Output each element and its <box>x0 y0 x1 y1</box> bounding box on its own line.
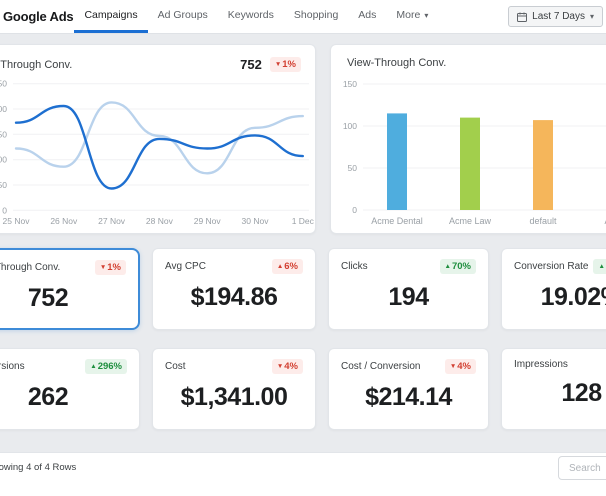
bar-chart: 0 50 100 150 Acme Dental Acme Law default Acme <box>343 79 606 226</box>
line-chart-delta-badge: ▼1% <box>269 57 301 72</box>
kpi-card-impressions[interactable]: Impressions 128 <box>501 348 606 430</box>
kpi-label: Avg CPC <box>165 261 206 272</box>
tab-keywords[interactable]: Keywords <box>227 9 274 21</box>
kpi-value: $214.14 <box>365 383 452 411</box>
kpi-card-avg-cpc[interactable]: Avg CPC ▲6% $194.86 <box>152 248 316 330</box>
kpi-value: $1,341.00 <box>180 383 288 411</box>
table-panel: Showing 4 of 4 Rows CAMPAIGNVIEW-THRO...… <box>0 452 606 496</box>
kpi-delta-badge: ▼4% <box>271 359 303 374</box>
svg-text:Acme: Acme <box>604 216 606 226</box>
search-input[interactable] <box>558 456 606 480</box>
trend-down-icon: ▼ <box>276 363 284 370</box>
svg-text:default: default <box>529 216 557 226</box>
chevron-down-icon: ▾ <box>424 10 429 20</box>
svg-text:50: 50 <box>0 180 7 190</box>
kpi-delta-badge: ▼1% <box>94 260 126 275</box>
line-chart-title: View-Through Conv. <box>0 58 73 71</box>
line-chart-total: 752 <box>240 57 262 72</box>
trend-up-icon: ▲ <box>444 263 451 270</box>
kpi-card-conversions[interactable]: Conversions ▲296% 262 <box>0 348 140 430</box>
nav-tabs: Campaigns Ad Groups Keywords Shopping Ads Mor… <box>74 0 438 33</box>
kpi-value: 128 <box>561 379 602 407</box>
tab-campaigns[interactable]: Campaigns <box>74 0 148 33</box>
svg-text:200: 200 <box>0 104 7 114</box>
kpi-card-cost-conversion[interactable]: Cost / Conversion ▼4% $214.14 <box>328 348 489 430</box>
trend-down-icon: ▼ <box>274 61 282 68</box>
svg-text:0: 0 <box>352 205 357 215</box>
line-chart-card: View-Through Conv. 752 ▼1% 0 50 100 150 200 2… <box>0 44 316 234</box>
kpi-label: Cost / Conversion <box>341 361 421 372</box>
svg-text:30 Nov: 30 Nov <box>242 216 270 226</box>
kpi-label: Impressions <box>514 359 568 370</box>
kpi-delta-badge: ▲70% <box>439 259 476 274</box>
svg-text:27 Nov: 27 Nov <box>98 216 126 226</box>
kpi-delta-badge: ▲296% <box>85 359 127 374</box>
svg-text:150: 150 <box>0 129 7 139</box>
kpi-value: $194.86 <box>190 283 278 311</box>
trend-down-icon: ▼ <box>99 264 107 271</box>
tab-shopping[interactable]: Shopping <box>293 9 339 21</box>
trend-down-icon: ▼ <box>449 363 457 370</box>
kpi-value: 19.02% <box>540 283 606 311</box>
trend-up-icon: ▲ <box>276 263 284 270</box>
top-nav: Google Ads Campaigns Ad Groups Keywords Sho… <box>0 0 606 34</box>
kpi-value: 262 <box>27 383 69 411</box>
svg-text:100: 100 <box>0 155 7 165</box>
kpi-delta-badge: ▲6% <box>271 259 303 274</box>
kpi-delta-badge: ▲4% <box>593 259 606 274</box>
date-range-button[interactable]: Last 7 Days ▾ <box>508 6 603 27</box>
svg-text:29 Nov: 29 Nov <box>194 216 222 226</box>
svg-text:150: 150 <box>343 79 357 89</box>
bar-chart-card: View-Through Conv. 0 50 100 150 Acme Dental A… <box>330 44 606 234</box>
line-chart: 0 50 100 150 200 250 25 Nov 26 Nov 27 Nov 28 Nov 2… <box>0 79 315 226</box>
kpi-value: 194 <box>388 283 429 311</box>
svg-text:26 Nov: 26 Nov <box>50 216 78 226</box>
kpi-card-clicks[interactable]: Clicks ▲70% 194 <box>328 248 489 330</box>
svg-text:250: 250 <box>0 79 7 89</box>
trend-up-icon: ▲ <box>90 363 97 370</box>
svg-text:Acme Law: Acme Law <box>449 216 492 226</box>
kpi-label: Conversions <box>0 361 25 372</box>
trend-up-icon: ▲ <box>598 263 605 270</box>
kpi-card-view-through-conv[interactable]: View-Through Conv. ▼1% 752 <box>0 248 140 330</box>
svg-text:100: 100 <box>343 121 357 131</box>
bar-chart-title: View-Through Conv. <box>347 57 447 69</box>
svg-text:50: 50 <box>348 163 358 173</box>
chevron-down-icon: ▾ <box>589 12 594 21</box>
kpi-card-cost[interactable]: Cost ▼4% $1,341.00 <box>152 348 316 430</box>
brand-logo[interactable]: Google Ads <box>3 9 74 24</box>
svg-text:Acme Dental: Acme Dental <box>371 216 423 226</box>
kpi-label: Cost <box>165 361 186 372</box>
svg-text:1 Dec: 1 Dec <box>292 216 315 226</box>
kpi-delta-badge: ▼4% <box>444 359 476 374</box>
svg-text:25 Nov: 25 Nov <box>3 216 31 226</box>
tab-ads[interactable]: Ads <box>358 9 377 21</box>
kpi-card-conversion-rate[interactable]: Conversion Rate ▲4% 19.02% <box>501 248 606 330</box>
tab-ad-groups[interactable]: Ad Groups <box>157 9 208 21</box>
kpi-label: Clicks <box>341 261 368 272</box>
dashboard-scroll-area: View-Through Conv. 752 ▼1% 0 50 100 150 200 2… <box>0 33 606 496</box>
date-range-label: Last 7 Days <box>532 11 585 22</box>
calendar-icon <box>517 12 528 22</box>
svg-text:0: 0 <box>2 205 7 215</box>
rows-count-label: Showing 4 of 4 Rows <box>0 462 77 473</box>
kpi-value: 752 <box>27 284 69 312</box>
kpi-label: View-Through Conv. <box>0 262 61 273</box>
tab-more[interactable]: More ▾ <box>396 9 429 21</box>
kpi-label: Conversion Rate <box>514 261 589 272</box>
svg-text:28 Nov: 28 Nov <box>146 216 174 226</box>
